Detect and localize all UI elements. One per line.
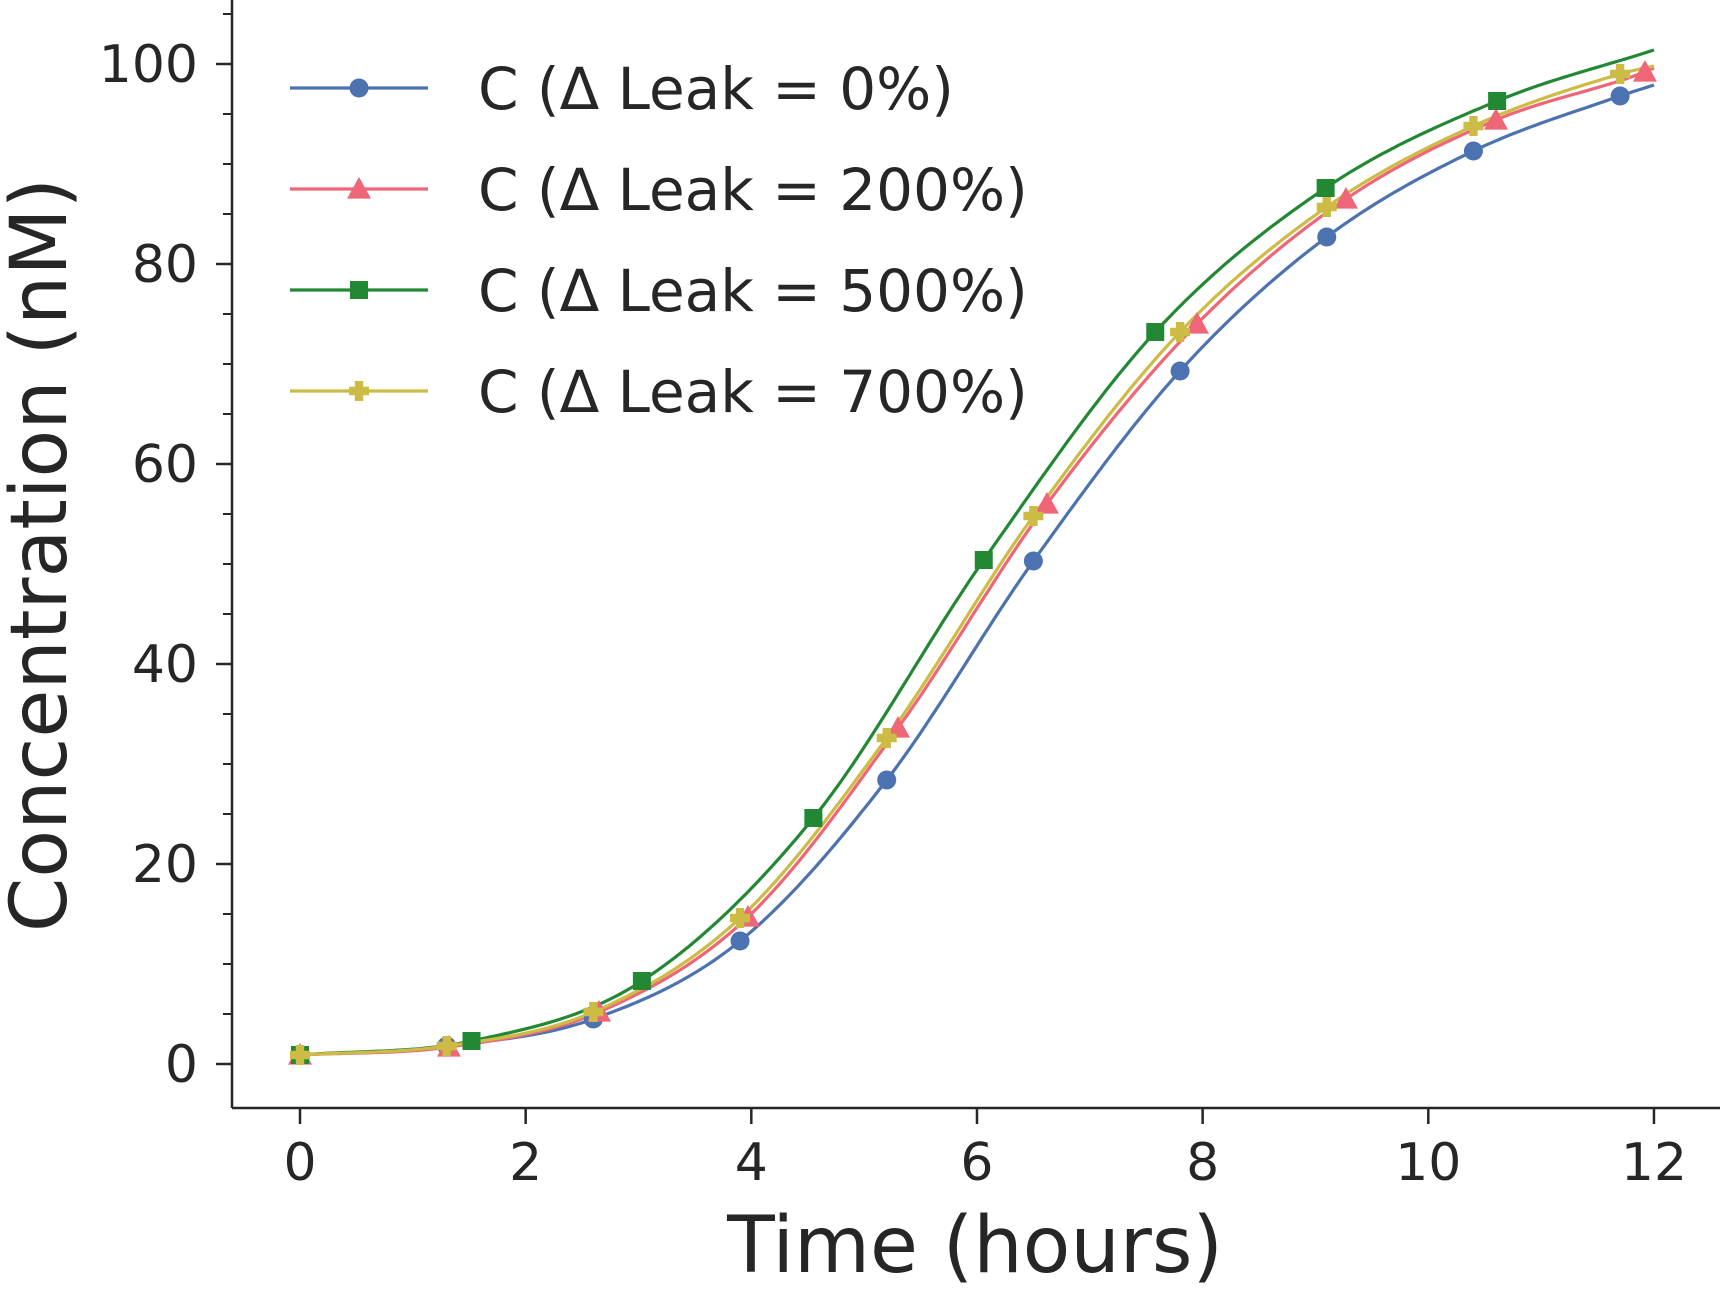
y-tick-label: 0 bbox=[165, 1035, 198, 1095]
series-0-point bbox=[1463, 141, 1483, 161]
series-0-point bbox=[1610, 86, 1630, 106]
series-3-point bbox=[290, 1045, 310, 1065]
legend-label-0: C (Δ Leak = 0%) bbox=[478, 55, 954, 123]
series-3-point bbox=[730, 908, 751, 928]
series-1-point bbox=[885, 716, 910, 738]
plot-markers bbox=[288, 60, 1657, 1065]
legend: C (Δ Leak = 0%) C (Δ Leak = 200%) C (Δ Lea… bbox=[290, 55, 1028, 426]
series-line-3 bbox=[299, 64, 1655, 1057]
series-3-point bbox=[1170, 322, 1191, 342]
plot-lines bbox=[299, 48, 1655, 1057]
series-3-point bbox=[876, 728, 897, 748]
series-0-point bbox=[1023, 551, 1043, 571]
x-tick-label: 6 bbox=[960, 1133, 993, 1193]
series-1-point bbox=[1632, 60, 1657, 82]
series-3-point bbox=[1610, 64, 1631, 84]
series-2-point bbox=[462, 1032, 481, 1050]
x-axis-label: Time (hours) bbox=[726, 1201, 1223, 1291]
x-tick-label: 8 bbox=[1186, 1133, 1219, 1193]
axes: 0 2 4 6 8 10 12 0 20 40 60 80 100 bbox=[99, 0, 1720, 1193]
y-tick-label: 80 bbox=[132, 235, 198, 295]
series-1-point bbox=[1483, 108, 1508, 130]
series-3-point bbox=[1316, 197, 1337, 217]
series-1-point bbox=[1034, 492, 1059, 514]
series-1-point bbox=[1333, 187, 1358, 209]
series-0-point bbox=[1317, 227, 1337, 247]
series-1-point bbox=[1184, 312, 1209, 334]
series-0-point bbox=[877, 770, 897, 790]
series-2-point bbox=[974, 551, 993, 569]
series-2-point bbox=[1146, 323, 1165, 341]
series-3-point bbox=[1463, 116, 1484, 136]
series-3-point bbox=[583, 1002, 604, 1022]
x-tick-label: 0 bbox=[283, 1133, 316, 1193]
y-tick-label: 100 bbox=[99, 35, 198, 95]
series-2-point bbox=[804, 809, 823, 827]
legend-marker-0 bbox=[349, 78, 369, 98]
series-2-point bbox=[1488, 92, 1507, 110]
x-tick-label: 12 bbox=[1621, 1133, 1687, 1193]
legend-label-3: C (Δ Leak = 700%) bbox=[478, 358, 1028, 426]
series-2-point bbox=[1316, 179, 1335, 197]
x-tick-label: 2 bbox=[509, 1133, 542, 1193]
series-2-point bbox=[632, 972, 651, 990]
legend-label-1: C (Δ Leak = 200%) bbox=[478, 156, 1028, 224]
legend-marker-3 bbox=[349, 381, 369, 401]
y-tick-label: 40 bbox=[132, 635, 198, 695]
y-tick-label: 20 bbox=[132, 835, 198, 895]
series-0-point bbox=[730, 931, 750, 951]
legend-marker-2 bbox=[350, 281, 368, 299]
series-0-point bbox=[1170, 361, 1190, 381]
series-line-2 bbox=[299, 48, 1655, 1057]
y-axis-label: Concentration (nM) bbox=[0, 178, 85, 932]
x-tick-label: 10 bbox=[1395, 1133, 1461, 1193]
legend-marker-1 bbox=[347, 177, 371, 199]
x-tick-label: 4 bbox=[735, 1133, 768, 1193]
legend-label-2: C (Δ Leak = 500%) bbox=[478, 257, 1028, 325]
y-tick-label: 60 bbox=[132, 435, 198, 495]
series-3-point bbox=[1023, 506, 1044, 526]
series-3-point bbox=[436, 1036, 457, 1056]
